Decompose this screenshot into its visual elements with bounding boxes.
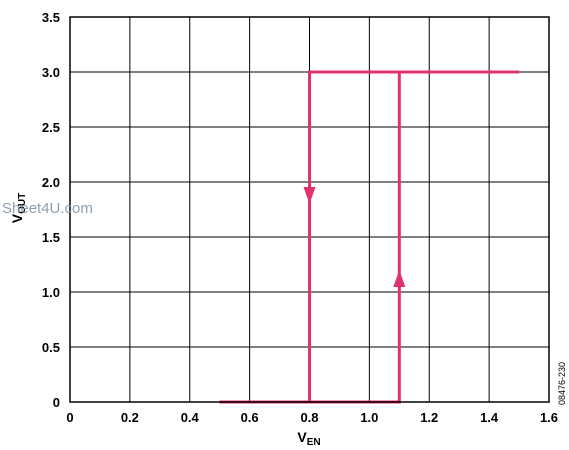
x-axis-title: VEN	[297, 429, 320, 448]
x-tick-label: 0.8	[300, 410, 318, 425]
x-tick-label: 1.4	[480, 410, 499, 425]
y-tick-label: 1.0	[42, 285, 60, 300]
arrow-up-icon	[393, 270, 406, 287]
y-tick-label: 0	[53, 395, 60, 410]
x-tick-label: 0.4	[181, 410, 200, 425]
watermark: Sheet4U.com	[2, 200, 93, 217]
figure-id: 08476-230	[557, 362, 567, 405]
x-tick-labels: 0 0.2 0.4 0.6 0.8 1.0 1.2 1.4 1.6	[66, 410, 558, 425]
x-tick-label: 1.0	[360, 410, 378, 425]
y-tick-label: 2.5	[42, 120, 60, 135]
y-tick-label: 1.5	[42, 230, 60, 245]
y-tick-label: 3.5	[42, 10, 60, 25]
y-tick-labels: 0 0.5 1.0 1.5 2.0 2.5 3.0 3.5	[42, 10, 60, 410]
x-tick-label: 1.6	[540, 410, 558, 425]
x-tick-label: 0	[66, 410, 73, 425]
plot-frame	[69, 16, 550, 403]
x-tick-label: 1.2	[420, 410, 438, 425]
y-axis-title: VOUT	[9, 193, 28, 223]
y-tick-label: 3.0	[42, 65, 60, 80]
y-tick-label: 0.5	[42, 340, 60, 355]
y-tick-label: 2.0	[42, 175, 60, 190]
x-tick-label: 0.6	[241, 410, 259, 425]
arrow-down-icon	[303, 187, 316, 204]
x-tick-label: 0.2	[121, 410, 139, 425]
